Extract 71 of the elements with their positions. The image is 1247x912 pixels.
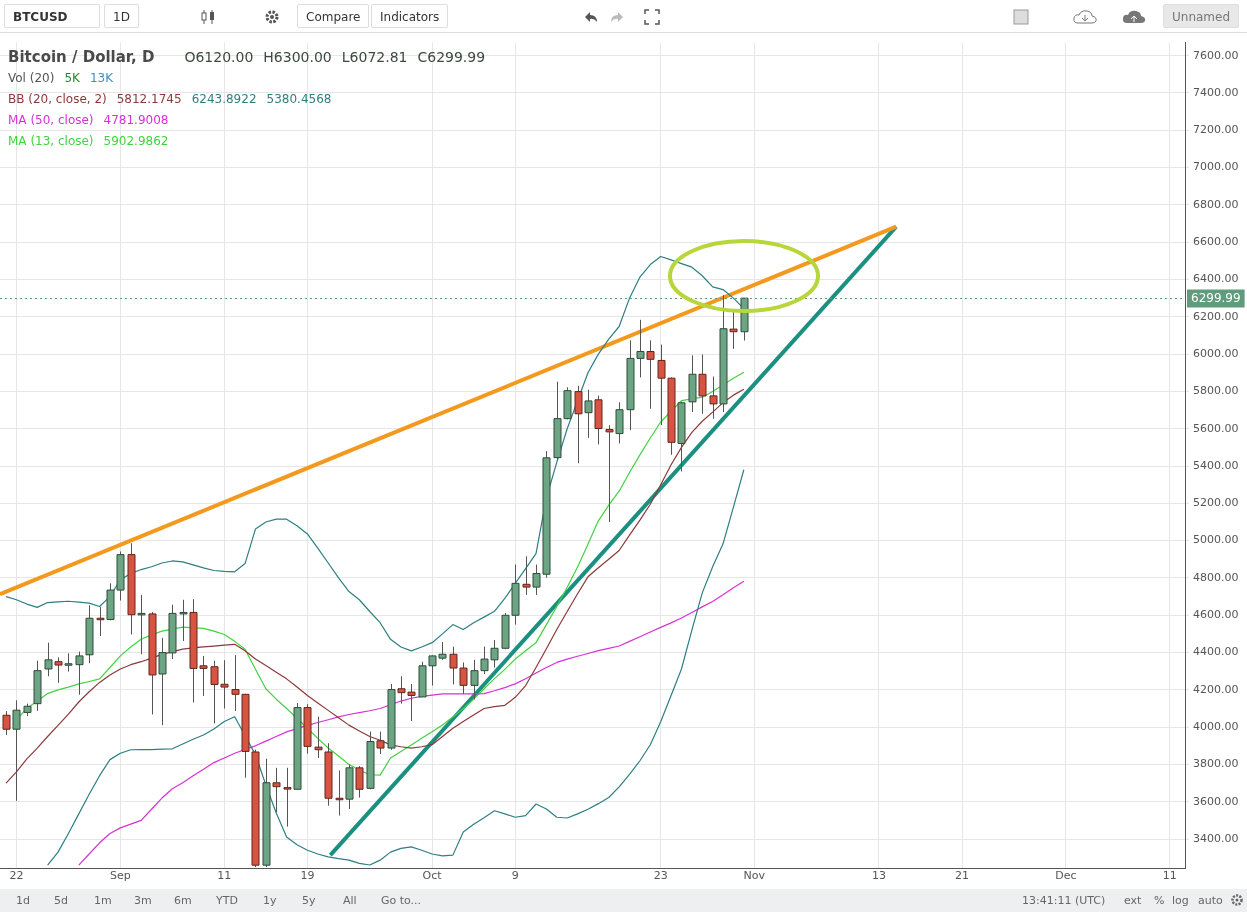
- x-tick-label: 11: [1162, 869, 1177, 883]
- text: MA (50, close): [8, 113, 94, 127]
- y-tick-label: 5000.00: [1193, 533, 1239, 547]
- text: Unnamed: [1163, 4, 1240, 28]
- y-tick-label: 6400.00: [1193, 272, 1239, 286]
- annotation: O6120.00: [184, 49, 254, 65]
- y-tick-label: 6200.00: [1193, 309, 1239, 323]
- chart-title: Bitcoin / Dollar, D: [8, 48, 155, 66]
- annotation: 5380.4568: [266, 92, 332, 106]
- text: 1D: [104, 4, 139, 28]
- text: YTD: [216, 894, 238, 907]
- text: Compare: [297, 4, 370, 28]
- text: BTCUSD: [4, 4, 100, 28]
- annotation: 4781.9008: [103, 113, 169, 127]
- annotation: 5812.1745: [116, 92, 182, 106]
- x-tick-label: Oct: [422, 869, 443, 883]
- y-tick-label: 4400.00: [1193, 645, 1239, 659]
- text: 1d: [16, 894, 30, 907]
- y-tick-label: 5200.00: [1193, 496, 1239, 510]
- annotation: 13K: [89, 71, 114, 85]
- x-tick-label: 11: [217, 869, 232, 883]
- y-tick-label: 7000.00: [1193, 160, 1239, 174]
- x-tick-label: 23: [653, 869, 668, 883]
- x-tick-label: 13: [871, 869, 886, 883]
- annotation: Vol (20): [8, 71, 55, 85]
- y-tick-label: 3800.00: [1193, 757, 1239, 771]
- text: log: [1172, 894, 1189, 907]
- y-tick-label: 7200.00: [1193, 123, 1239, 137]
- text: Indicators: [371, 4, 449, 28]
- text: All: [343, 894, 357, 907]
- annotation: H6300.00: [263, 49, 332, 65]
- y-tick-label: 3600.00: [1193, 794, 1239, 808]
- y-tick-label: 6800.00: [1193, 197, 1239, 211]
- annotation: 5K: [64, 71, 80, 85]
- text: ext: [1124, 894, 1142, 907]
- text: 13:41:11 (UTC): [1022, 894, 1106, 907]
- y-tick-label: 4000.00: [1193, 720, 1239, 734]
- text: %: [1154, 894, 1165, 907]
- annotation: 6243.8922: [191, 92, 257, 106]
- annotation: 5902.9862: [103, 134, 169, 148]
- x-tick-label: Sep: [109, 869, 131, 883]
- y-tick-label: 7600.00: [1193, 48, 1239, 62]
- text: 5y: [302, 894, 316, 907]
- text: BB (20, close, 2): [8, 92, 107, 106]
- y-tick-label: 4200.00: [1193, 682, 1239, 696]
- text: auto: [1198, 894, 1223, 907]
- annotation: C6299.99: [417, 49, 486, 65]
- x-tick-label: 9: [511, 869, 519, 883]
- x-tick-label: Dec: [1055, 869, 1077, 883]
- text: 3m: [134, 894, 152, 907]
- x-tick-label: 22: [9, 869, 24, 883]
- text: 1m: [94, 894, 112, 907]
- y-tick-label: 5600.00: [1193, 421, 1239, 435]
- text: 6m: [174, 894, 192, 907]
- y-tick-label: 5400.00: [1193, 458, 1239, 472]
- y-tick-label: 6600.00: [1193, 235, 1239, 249]
- y-tick-label: 3400.00: [1193, 831, 1239, 845]
- x-tick-label: 19: [300, 869, 315, 883]
- text: Go to...: [381, 894, 422, 907]
- y-tick-label: 5800.00: [1193, 384, 1239, 398]
- x-tick-label: Nov: [743, 869, 766, 883]
- text: 1y: [263, 894, 277, 907]
- y-tick-label: 4600.00: [1193, 608, 1239, 622]
- ref-line-label: 6299.99: [1191, 290, 1241, 305]
- y-tick-label: 6000.00: [1193, 346, 1239, 360]
- x-tick-label: 21: [955, 869, 970, 883]
- y-tick-label: 4800.00: [1193, 570, 1239, 584]
- text: MA (13, close): [8, 134, 94, 148]
- annotation: L6072.81: [341, 49, 408, 65]
- y-tick-label: 7400.00: [1193, 85, 1239, 99]
- text: 5d: [54, 894, 68, 907]
